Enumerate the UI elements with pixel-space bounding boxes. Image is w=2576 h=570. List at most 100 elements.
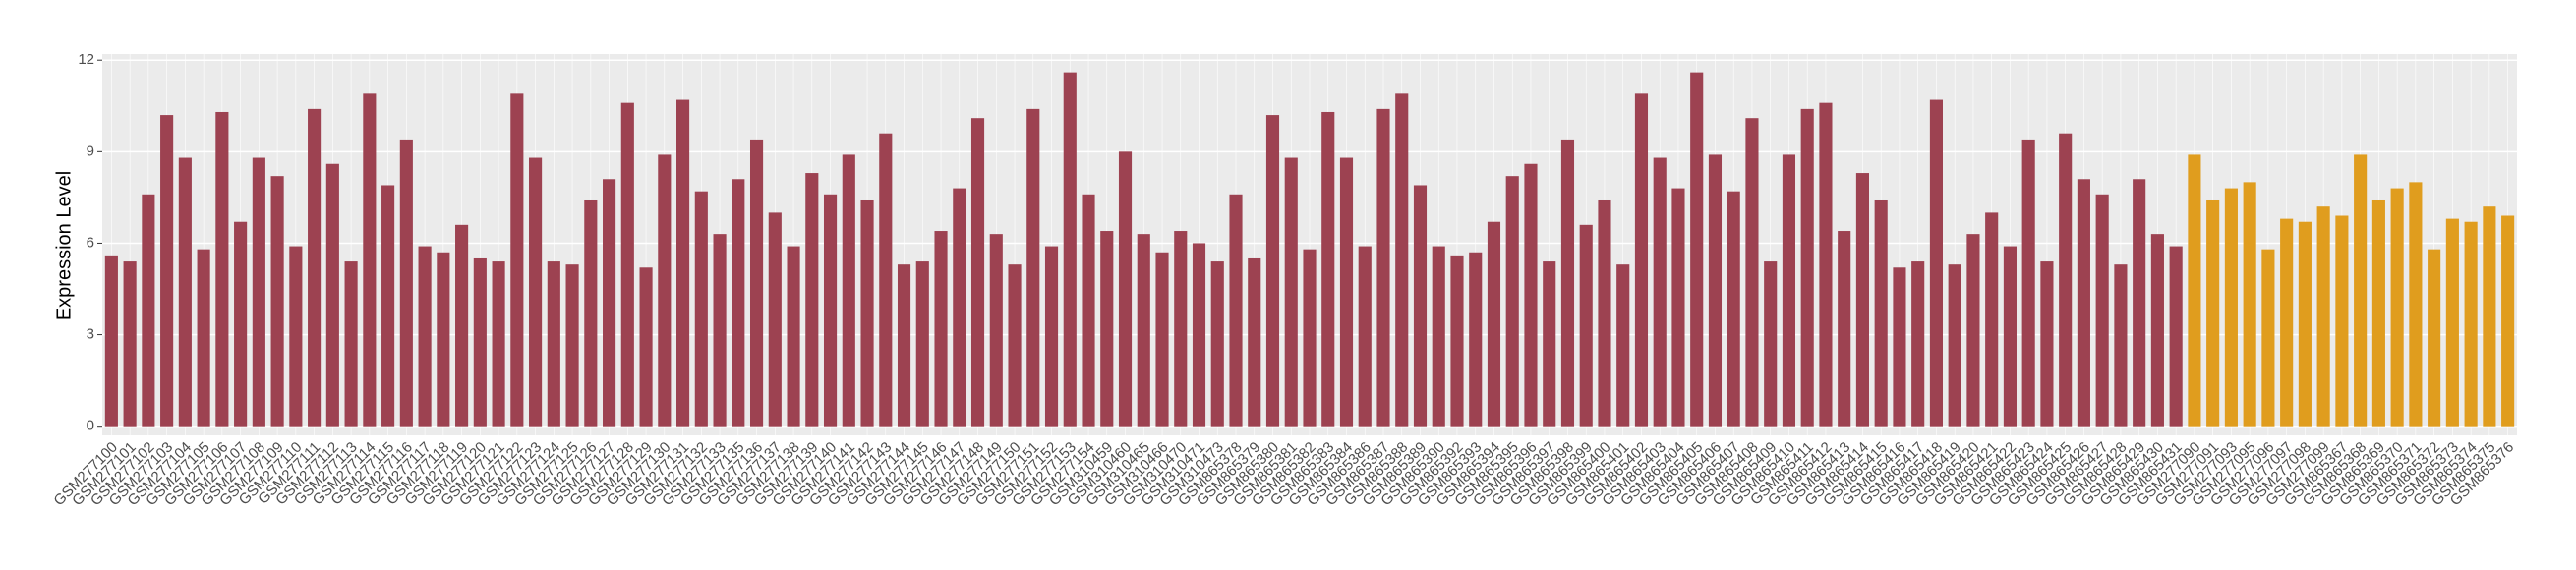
bar [289,246,303,427]
bar [2021,139,2035,427]
bar [160,115,174,427]
bar [603,179,616,427]
bar [584,200,598,427]
bar [1487,221,1501,427]
bar [1082,194,1095,427]
bar [1838,231,1851,427]
bar [1321,111,1335,427]
bar [1376,108,1390,427]
y-tick-label: 0 [87,418,94,434]
bar [1690,72,1704,427]
bar [1118,151,1133,427]
bar [215,111,229,427]
y-axis-title: Expression Level [53,171,75,320]
bar [1450,255,1464,427]
bar [953,188,966,427]
bar [1782,154,1796,427]
bar [1911,261,1925,427]
bar [1303,249,1317,427]
y-tick-label: 12 [78,51,94,68]
bar [879,133,893,427]
bar [2464,221,2478,427]
bar [178,157,192,427]
bar [2261,249,2275,427]
bar [2077,179,2090,427]
bar [270,176,284,427]
bar [1966,234,1980,427]
bar [1210,261,1224,427]
bar [1560,139,1575,427]
bar [2059,133,2073,427]
bar [970,118,985,427]
bar [234,221,248,427]
bar [694,191,708,427]
bar [2409,182,2423,427]
bar [787,246,800,427]
bar [1265,115,1280,427]
bar [1008,264,1022,427]
bar [2445,218,2459,427]
bar [455,224,469,427]
bar [2133,179,2146,427]
bar [1044,246,1059,427]
bar [2371,200,2385,427]
bar [2501,215,2515,427]
bar [860,200,874,427]
bar [1819,102,1833,427]
bar [1469,252,1483,427]
bar [1543,261,1556,427]
bar [437,252,450,427]
y-tick-label: 3 [87,326,94,343]
bar [639,267,653,427]
bar [104,255,118,427]
bar [2428,249,2441,427]
bar [123,261,137,427]
bar [2224,188,2238,427]
bar [1339,157,1354,427]
bar [1671,188,1685,427]
bar [2040,261,2054,427]
bar [308,108,322,427]
bar [1432,246,1445,427]
bar [381,185,395,427]
bar [2169,246,2183,427]
bar [1063,72,1077,427]
bar [1137,234,1150,427]
bar [510,93,524,427]
bar [1248,257,1261,427]
bar [2095,194,2109,427]
bar [915,261,929,427]
bar [1395,93,1409,427]
bar [325,163,339,427]
bar [1100,231,1114,427]
bar [768,212,782,427]
bar [1358,246,1372,427]
bar [805,173,819,427]
bar [565,264,579,427]
bar [252,157,265,427]
bar [676,99,690,427]
bar [1616,264,1630,427]
bar [1413,185,1428,427]
bar [1745,118,1759,427]
bar [2354,154,2368,427]
bar [399,139,413,427]
bar [547,261,560,427]
bar [1874,200,1888,427]
bar [1284,157,1298,427]
bar [2335,215,2349,427]
bar [1948,264,1961,427]
bar [1524,163,1538,427]
y-tick-label: 6 [87,234,94,251]
bar [1026,108,1040,427]
bar [1855,173,1870,427]
bar [418,246,432,427]
bar [2243,182,2256,427]
bar [1929,99,1943,427]
bar [713,234,727,427]
bar [2390,188,2404,427]
bar [2003,246,2017,427]
bar [1708,154,1723,427]
bar [897,264,911,427]
